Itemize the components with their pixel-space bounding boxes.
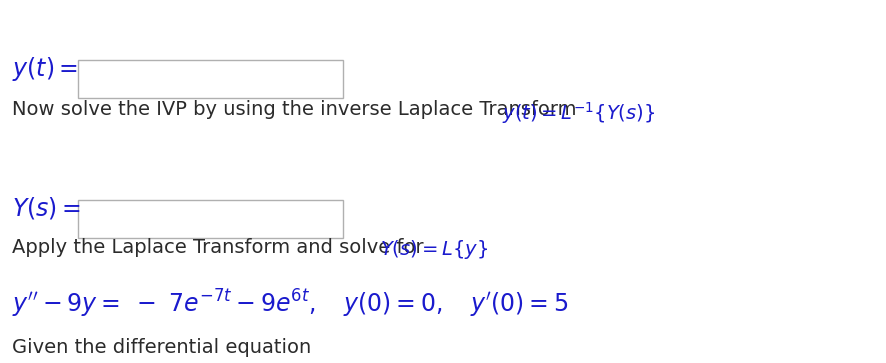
Text: Given the differential equation: Given the differential equation <box>12 338 311 357</box>
Bar <box>78 60 343 98</box>
Text: $y(t) = L^{-1}\{Y(s)\}$: $y(t) = L^{-1}\{Y(s)\}$ <box>501 100 655 126</box>
Text: $Y(s) =$: $Y(s) =$ <box>12 195 81 221</box>
Text: $Y(s) = L\{y\}$: $Y(s) = L\{y\}$ <box>379 238 487 261</box>
Bar <box>78 200 343 238</box>
Text: $y(t) =$: $y(t) =$ <box>12 55 78 83</box>
Text: $y'' - 9y = \ -\ 7e^{-7t} - 9e^{6t}, \quad y(0) = 0, \quad y'(0) = 5$: $y'' - 9y = \ -\ 7e^{-7t} - 9e^{6t}, \qu… <box>12 288 568 320</box>
Text: Apply the Laplace Transform and solve for: Apply the Laplace Transform and solve fo… <box>12 238 430 257</box>
Text: Now solve the IVP by using the inverse Laplace Transform: Now solve the IVP by using the inverse L… <box>12 100 582 119</box>
